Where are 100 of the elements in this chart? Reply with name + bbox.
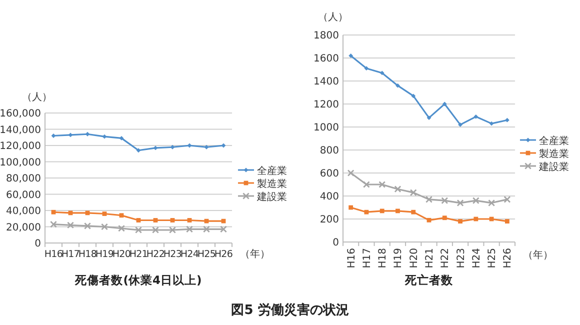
y-axis-title: （人） (22, 92, 52, 103)
x-tick-label: H16 (44, 249, 63, 260)
y-tick-label: 20,000 (6, 222, 41, 234)
point (204, 144, 209, 150)
legend-label: 全産業 (539, 135, 569, 147)
point (364, 66, 369, 71)
y-tick-label: 1000 (314, 122, 339, 134)
x-tick-label: H18 (78, 249, 97, 260)
point (410, 189, 417, 196)
point (136, 148, 141, 153)
x-tick-label: H25 (197, 249, 216, 260)
y-tick-label: 140,000 (0, 124, 41, 136)
point (118, 224, 125, 232)
text: 死傷者数(休業4日以上) (74, 273, 202, 287)
point (221, 143, 226, 148)
point (396, 208, 400, 214)
point (394, 186, 402, 193)
point (411, 210, 416, 214)
point (220, 226, 227, 233)
y-tick-label: 0 (332, 238, 339, 248)
point (504, 118, 510, 122)
point (426, 218, 432, 222)
x-tick-label: H17 (61, 249, 80, 260)
point (50, 220, 57, 228)
point (456, 199, 464, 206)
y-tick-label: 1400 (314, 76, 339, 88)
y-tick-label: 60,000 (6, 190, 41, 201)
x-tick-label: H24 (180, 249, 199, 260)
caption: 図5 労働災害の状況 (231, 302, 349, 318)
point (488, 199, 496, 206)
legend-label: 建設業 (538, 161, 569, 173)
x-tick-label: H24 (471, 248, 482, 268)
point (378, 181, 386, 188)
legend-label: 製造業 (257, 178, 287, 190)
point (84, 222, 91, 230)
point (364, 210, 369, 214)
x-tick-label: H22 (440, 248, 452, 268)
point (119, 213, 124, 218)
legend-label: 建設業 (256, 191, 287, 203)
point (441, 197, 448, 204)
legend-label: 製造業 (539, 148, 569, 160)
x-tick-label: H26 (214, 249, 233, 260)
point (458, 219, 462, 224)
point (135, 226, 142, 234)
x-tick-label: H17 (362, 248, 373, 268)
y-tick-label: 1800 (314, 30, 339, 42)
point (187, 218, 192, 222)
point (347, 170, 354, 176)
text: 死亡者数 (404, 273, 454, 287)
point (119, 136, 124, 140)
point (442, 216, 447, 220)
x-tick-label: H20 (112, 249, 131, 260)
point (85, 210, 90, 216)
point (504, 219, 510, 224)
legend-label: 全産業 (257, 165, 287, 177)
x-axis-title: （年） (240, 248, 270, 260)
x-tick-label: H19 (95, 249, 114, 260)
y-tick-label: 100,000 (0, 157, 41, 168)
y-tick-label: 800 (320, 146, 339, 156)
point (51, 210, 56, 214)
x-tick-label: H21 (424, 248, 436, 268)
y-tick-label: 400 (320, 192, 339, 202)
point (169, 226, 176, 234)
point (442, 102, 447, 106)
y-tick-label: 0 (34, 238, 41, 250)
y-tick-label: 40,000 (6, 206, 41, 217)
y-tick-label: 160,000 (0, 108, 41, 120)
y-tick-label: 200 (320, 214, 339, 226)
point (170, 218, 175, 222)
y-axis-title: （人） (318, 12, 348, 23)
point (458, 122, 462, 127)
point (153, 218, 158, 222)
y-tick-label: 1600 (314, 54, 339, 64)
point (380, 208, 384, 214)
point (152, 226, 159, 234)
point (67, 222, 74, 229)
point (136, 218, 141, 222)
point (472, 197, 480, 204)
x-tick-label: H22 (146, 249, 165, 260)
y-tick-label: 600 (320, 168, 339, 180)
x-tick-label: H18 (378, 248, 389, 268)
point (426, 196, 432, 203)
point (362, 181, 370, 188)
point (396, 83, 400, 88)
point (203, 226, 210, 233)
x-tick-label: H25 (487, 248, 498, 268)
point (411, 94, 416, 98)
point (221, 218, 226, 224)
point (504, 196, 511, 203)
point (102, 212, 107, 216)
point (474, 114, 478, 119)
x-tick-label: H19 (393, 248, 404, 268)
point (153, 146, 158, 150)
x-tick-label: H23 (163, 249, 182, 260)
point (380, 70, 384, 76)
x-tick-label: H26 (502, 248, 514, 268)
y-tick-label: 1200 (314, 100, 339, 110)
x-axis-title: （年） (523, 249, 553, 261)
point (68, 210, 73, 216)
point (186, 226, 193, 233)
